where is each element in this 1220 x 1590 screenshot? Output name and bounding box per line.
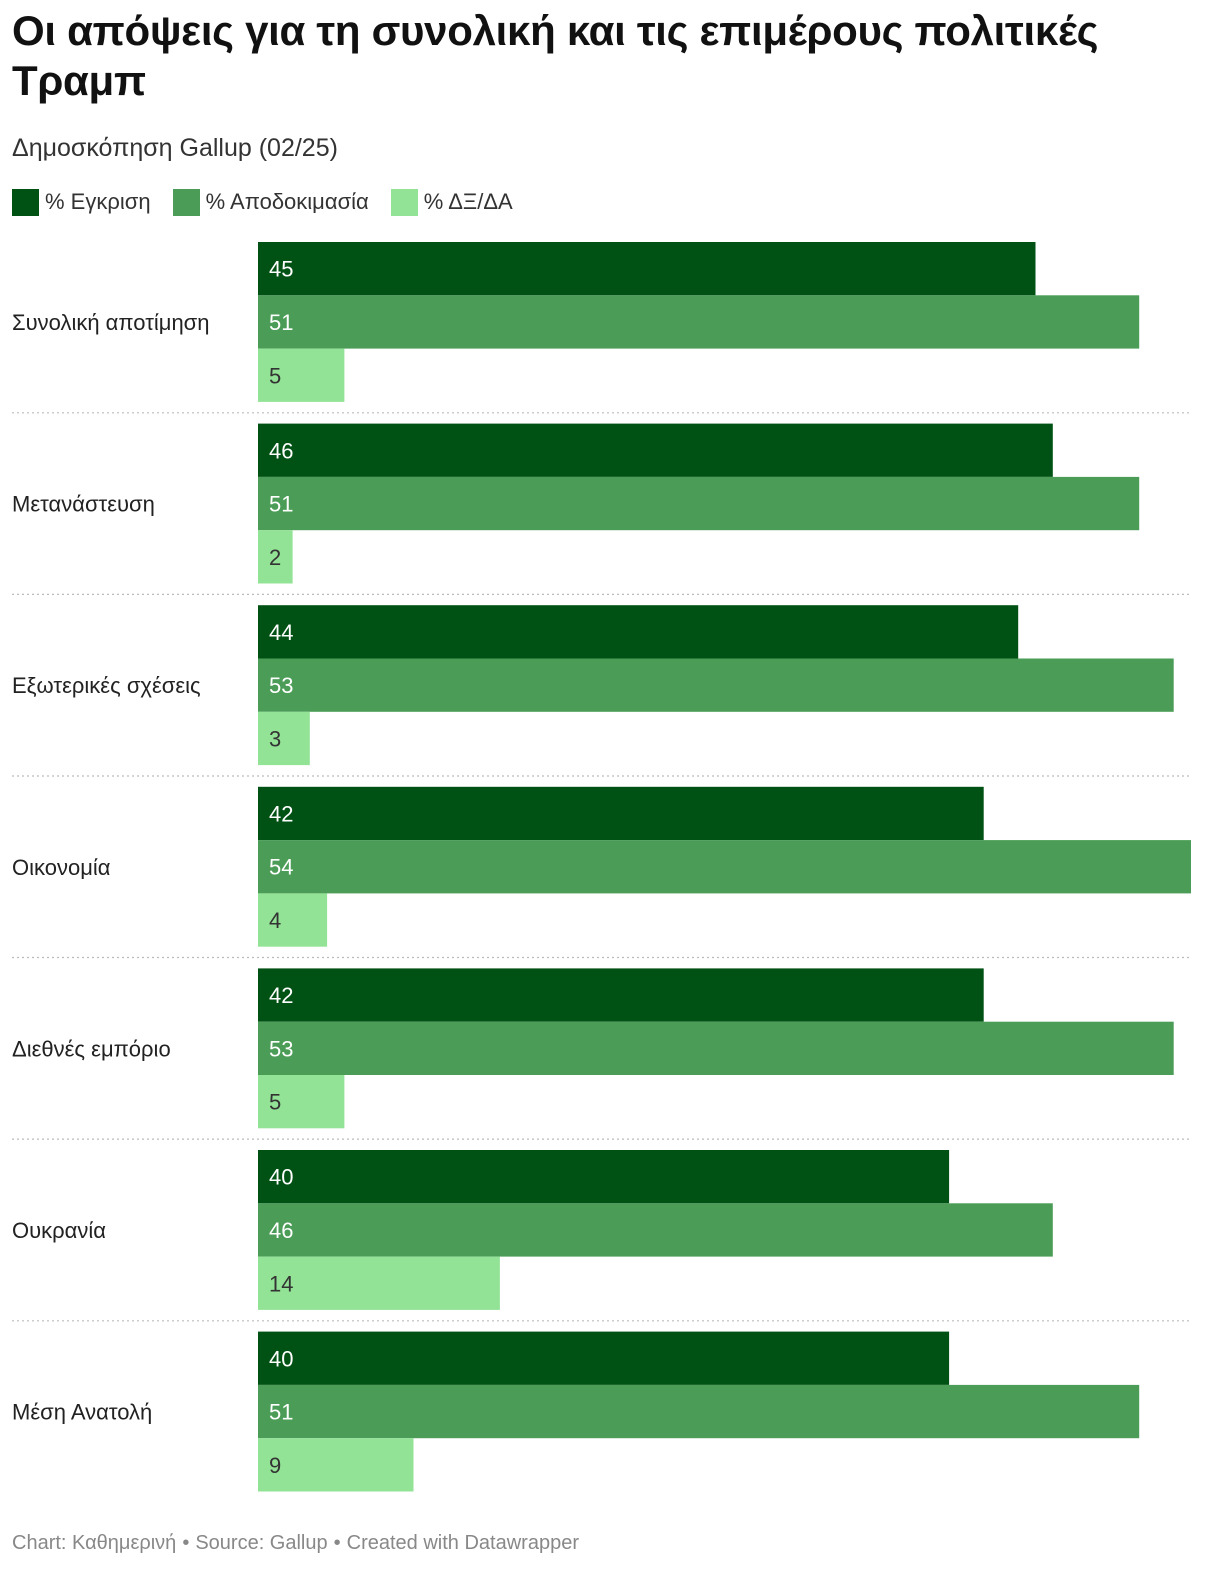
bar-no-opinion-3	[258, 893, 328, 947]
legend-item-approval: % Εγκριση	[12, 188, 151, 216]
bar-value-label: 5	[269, 1090, 281, 1115]
bar-value-label: 51	[269, 492, 293, 517]
bar-value-label: 45	[269, 257, 293, 282]
legend: % Εγκριση % Αποδοκιμασία % ΔΞ/ΔΑ	[12, 186, 535, 218]
footer-chart-credit: Chart: Καθημερινή	[12, 1532, 177, 1554]
bar-disapproval-1	[258, 476, 1140, 531]
bar-value-label: 46	[269, 1218, 293, 1243]
category-label: Μετανάστευση	[12, 492, 155, 517]
footer-created-with: Created with Datawrapper	[346, 1532, 579, 1554]
bar-no-opinion-1	[258, 530, 293, 584]
legend-label-no-opinion: % ΔΞ/ΔΑ	[423, 189, 513, 214]
bar-value-label: 46	[269, 438, 293, 463]
bar-value-label: 5	[269, 363, 281, 388]
legend-label-approval: % Εγκριση	[45, 189, 151, 214]
bar-disapproval-5	[258, 1203, 1053, 1257]
bar-value-label: 53	[269, 1036, 293, 1061]
footer-separator: •	[333, 1532, 341, 1554]
bar-no-opinion-5	[258, 1256, 500, 1310]
bar-approval-0	[258, 242, 1036, 296]
bar-approval-3	[258, 786, 984, 841]
chart-title: Οι απόψεις για τη συνολική και τις επιμέ…	[12, 7, 1099, 104]
bar-no-opinion-0	[258, 348, 345, 402]
bar-approval-2	[258, 605, 1019, 659]
bar-value-label: 42	[269, 801, 293, 826]
footer-source: Source: Gallup	[195, 1532, 328, 1554]
bar-value-label: 14	[269, 1271, 293, 1296]
category-label: Εξωτερικές σχέσεις	[12, 673, 201, 698]
bar-value-label: 42	[269, 983, 293, 1008]
bar-disapproval-4	[258, 1021, 1174, 1075]
footer-separator: •	[182, 1532, 190, 1554]
bar-value-label: 53	[269, 673, 293, 698]
category-label: Ουκρανία	[12, 1218, 106, 1243]
bar-value-label: 40	[269, 1346, 293, 1371]
bar-approval-1	[258, 423, 1053, 477]
bar-value-label: 40	[269, 1165, 293, 1190]
bar-value-label: 2	[269, 545, 281, 570]
legend-item-no-opinion: % ΔΞ/ΔΑ	[390, 188, 513, 216]
bar-disapproval-0	[258, 295, 1140, 349]
category-label: Διεθνές εμπόριο	[12, 1036, 171, 1061]
bar-approval-4	[258, 968, 984, 1022]
footer: Chart: Καθημερινή • Source: Gallup • Created…	[12, 1529, 579, 1557]
bar-approval-6	[258, 1331, 950, 1385]
bar-disapproval-3	[258, 840, 1191, 894]
bar-approval-5	[258, 1150, 950, 1204]
legend-swatch-disapproval	[172, 188, 200, 216]
bar-disapproval-6	[258, 1384, 1140, 1439]
bar-value-label: 4	[269, 908, 281, 933]
legend-swatch-no-opinion	[390, 188, 418, 216]
legend-swatch-approval	[12, 188, 39, 216]
bar-value-label: 9	[269, 1453, 281, 1478]
bar-chart: Συνολική αποτίμηση45515Μετανάστευση46512…	[12, 242, 1191, 1492]
bar-value-label: 3	[269, 727, 281, 752]
chart-subtitle: Δημοσκόπηση Gallup (02/25)	[12, 134, 338, 162]
category-label: Συνολική αποτίμηση	[12, 310, 210, 335]
bar-value-label: 54	[269, 855, 293, 880]
bar-value-label: 51	[269, 310, 293, 335]
bar-value-label: 44	[269, 620, 293, 645]
bar-value-label: 51	[269, 1400, 293, 1425]
legend-item-disapproval: % Αποδοκιμασία	[172, 188, 369, 216]
category-label: Οικονομία	[12, 855, 111, 880]
category-label: Μέση Ανατολή	[12, 1400, 152, 1425]
bar-no-opinion-2	[258, 711, 310, 766]
bar-disapproval-2	[258, 658, 1174, 712]
legend-label-disapproval: % Αποδοκιμασία	[205, 189, 369, 214]
bar-no-opinion-6	[258, 1438, 414, 1492]
bar-no-opinion-4	[258, 1075, 345, 1129]
